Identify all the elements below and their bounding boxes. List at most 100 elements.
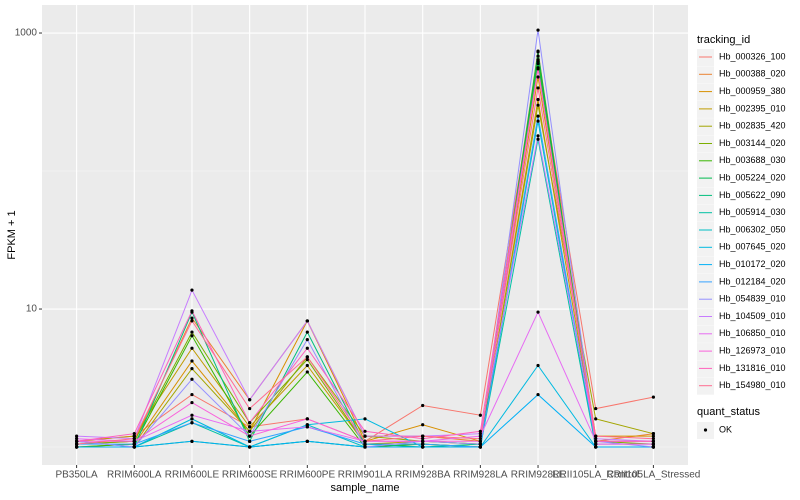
data-point xyxy=(536,103,540,107)
data-point xyxy=(536,392,540,397)
data-point xyxy=(594,442,598,446)
data-point xyxy=(305,425,309,429)
legend-label: Hb_106850_010 xyxy=(719,328,786,338)
data-point xyxy=(305,370,309,374)
data-point xyxy=(478,439,482,443)
legend-label: Hb_005622_090 xyxy=(719,190,786,200)
data-point xyxy=(75,434,79,438)
data-point xyxy=(75,439,79,443)
data-point xyxy=(132,445,136,449)
legend-label: Hb_154980_010 xyxy=(719,380,786,390)
data-point xyxy=(363,445,367,449)
data-point xyxy=(75,442,79,446)
data-point xyxy=(363,434,367,438)
data-point xyxy=(421,439,425,443)
data-point xyxy=(363,417,367,421)
data-point xyxy=(305,439,309,443)
data-point xyxy=(75,437,79,441)
legend-label: Hb_000388_020 xyxy=(719,69,786,79)
data-point xyxy=(651,437,655,441)
x-tick-label: PB350LA xyxy=(55,470,98,481)
data-point xyxy=(536,86,540,90)
data-point xyxy=(190,413,194,417)
data-point xyxy=(305,346,309,350)
data-point xyxy=(190,417,194,421)
data-point xyxy=(594,439,598,443)
data-point xyxy=(363,439,367,443)
data-point xyxy=(536,363,540,368)
data-point xyxy=(536,75,540,79)
data-point xyxy=(190,359,194,363)
legend-label: Hb_005914_030 xyxy=(719,207,786,217)
data-point xyxy=(421,437,425,441)
data-point xyxy=(305,417,309,421)
data-point xyxy=(478,437,482,441)
data-point xyxy=(305,330,309,334)
data-point xyxy=(75,445,79,449)
data-point xyxy=(421,445,425,449)
data-point xyxy=(421,403,425,408)
data-point xyxy=(651,439,655,443)
data-point xyxy=(536,137,540,141)
data-point xyxy=(190,316,194,320)
data-point xyxy=(132,442,136,446)
legend-label: Hb_005224_020 xyxy=(719,172,786,182)
data-point xyxy=(132,439,136,443)
data-point xyxy=(478,432,482,436)
data-point xyxy=(536,28,540,32)
data-point xyxy=(190,367,194,371)
data-point xyxy=(421,442,425,446)
data-point xyxy=(132,434,136,438)
x-tick-label: RRIM928BA xyxy=(395,470,451,481)
data-point xyxy=(478,434,482,438)
y-tick-label: 10 xyxy=(26,304,38,315)
data-point xyxy=(305,355,309,359)
legend-label: OK xyxy=(719,424,732,434)
data-point xyxy=(536,50,540,54)
legend-key xyxy=(703,428,708,432)
legend-label: Hb_000959_380 xyxy=(719,86,786,96)
data-point xyxy=(248,425,252,429)
data-point xyxy=(594,445,598,449)
data-point xyxy=(536,58,540,62)
x-tick-label: RRII105LA_Control xyxy=(552,470,639,481)
legend-title: tracking_id xyxy=(697,34,750,46)
legend-title: quant_status xyxy=(697,406,760,418)
data-point xyxy=(190,439,194,443)
data-point xyxy=(190,400,194,405)
legend-label: Hb_006302_050 xyxy=(719,224,786,234)
data-point xyxy=(248,439,252,443)
x-tick-label: RRIM600SE xyxy=(222,470,278,481)
data-point xyxy=(190,319,194,323)
data-point xyxy=(305,338,309,342)
x-axis-title: sample_name xyxy=(330,482,399,494)
data-point xyxy=(421,434,425,438)
legend-label: Hb_002395_010 xyxy=(719,103,786,113)
data-point xyxy=(536,119,540,123)
data-point xyxy=(132,432,136,436)
data-point xyxy=(190,309,194,313)
data-point xyxy=(594,406,598,411)
data-point xyxy=(478,445,482,449)
data-point xyxy=(651,434,655,438)
y-tick-label: 1000 xyxy=(15,28,38,39)
data-point xyxy=(651,395,655,399)
legend-label: Hb_126973_010 xyxy=(719,345,786,355)
data-point xyxy=(363,442,367,446)
data-point xyxy=(536,114,540,118)
data-point xyxy=(536,66,540,70)
x-tick-label: RRII105LA_Stressed xyxy=(606,470,700,481)
legend-label: Hb_054839_010 xyxy=(719,294,786,304)
data-point xyxy=(248,429,252,433)
data-point xyxy=(536,62,540,66)
data-point xyxy=(305,363,309,368)
data-point xyxy=(363,429,367,433)
x-tick-label: RRIM600PE xyxy=(280,470,336,481)
data-point xyxy=(478,413,482,417)
x-tick-label: RRIM600LA xyxy=(107,470,162,481)
legend-label: Hb_003688_030 xyxy=(719,155,786,165)
x-tick-label: RRIM901LA xyxy=(338,470,393,481)
data-point xyxy=(248,421,252,425)
data-point xyxy=(536,97,540,102)
